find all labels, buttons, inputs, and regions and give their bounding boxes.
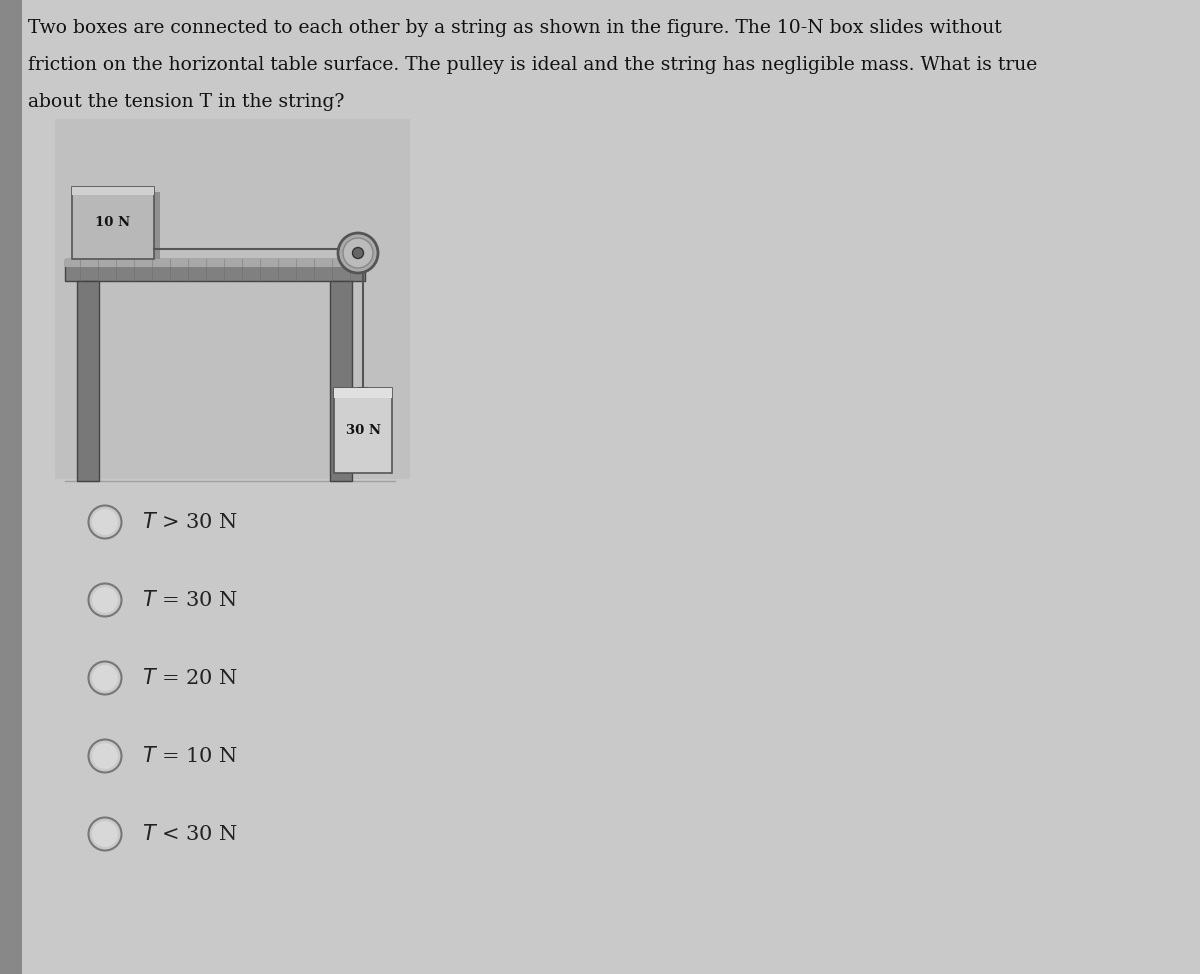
Bar bbox=[338, 281, 353, 476]
Circle shape bbox=[92, 509, 118, 535]
Text: $T$ = 20 N: $T$ = 20 N bbox=[142, 668, 238, 688]
Text: $T$ = 10 N: $T$ = 10 N bbox=[142, 746, 238, 766]
Text: $T$ = 30 N: $T$ = 30 N bbox=[142, 590, 238, 610]
Text: $T$ < 30 N: $T$ < 30 N bbox=[142, 824, 238, 844]
Text: $T$ > 30 N: $T$ > 30 N bbox=[142, 512, 238, 532]
Circle shape bbox=[89, 506, 121, 539]
Bar bbox=[84, 281, 100, 476]
Bar bbox=[0, 0, 22, 974]
Circle shape bbox=[353, 247, 364, 258]
Text: Two boxes are connected to each other by a string as shown in the figure. The 10: Two boxes are connected to each other by… bbox=[28, 19, 1002, 37]
Bar bbox=[334, 388, 392, 398]
Bar bbox=[65, 259, 365, 267]
Bar bbox=[65, 259, 365, 281]
Circle shape bbox=[92, 743, 118, 769]
Circle shape bbox=[338, 233, 378, 273]
Text: friction on the horizontal table surface. The pulley is ideal and the string has: friction on the horizontal table surface… bbox=[28, 56, 1037, 74]
Circle shape bbox=[89, 583, 121, 617]
Text: 30 N: 30 N bbox=[346, 424, 380, 437]
Circle shape bbox=[343, 238, 373, 268]
Text: about the tension Τ in the string?: about the tension Τ in the string? bbox=[28, 93, 344, 111]
Bar bbox=[77, 281, 98, 481]
Text: 10 N: 10 N bbox=[96, 216, 131, 230]
Circle shape bbox=[89, 739, 121, 772]
Bar bbox=[78, 192, 160, 264]
Circle shape bbox=[92, 821, 118, 847]
Circle shape bbox=[92, 587, 118, 613]
Bar bbox=[72, 187, 154, 259]
Circle shape bbox=[89, 817, 121, 850]
Circle shape bbox=[92, 665, 118, 691]
Bar bbox=[55, 119, 410, 479]
Bar bbox=[72, 187, 154, 195]
Bar bbox=[334, 388, 392, 473]
Bar bbox=[330, 281, 352, 481]
Circle shape bbox=[89, 661, 121, 694]
